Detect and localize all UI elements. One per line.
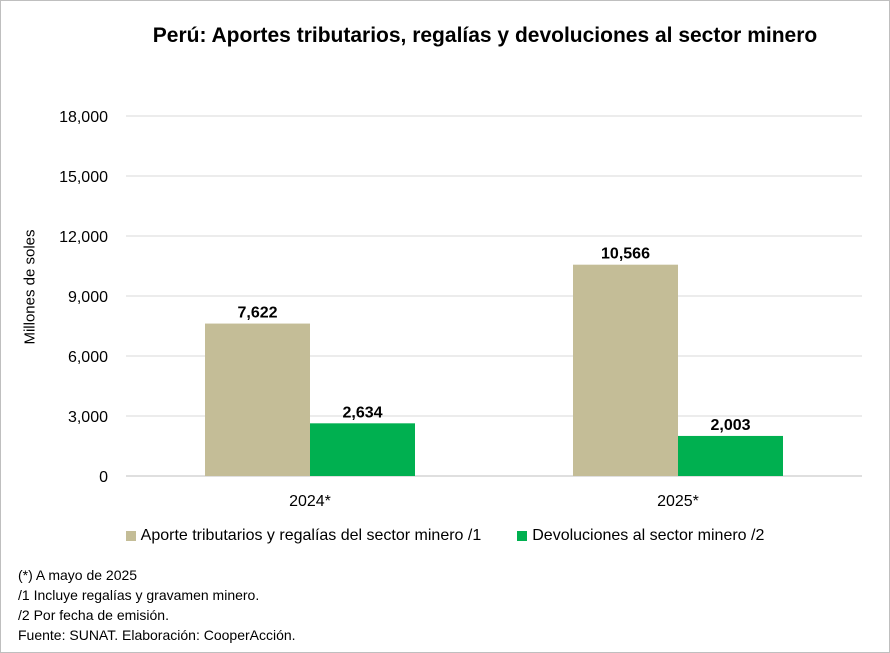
bar-data-label: 2,003 <box>710 417 750 434</box>
legend-label-devoluciones: Devoluciones al sector minero /2 <box>532 527 765 544</box>
y-tick-label: 6,000 <box>68 349 108 366</box>
bar-data-label: 2,634 <box>342 404 382 421</box>
y-tick-label: 15,000 <box>59 169 108 186</box>
footnote: Fuente: SUNAT. Elaboración: CooperAcción… <box>18 627 296 643</box>
footnote: /1 Incluye regalías y gravamen minero. <box>18 587 260 603</box>
legend-label-aporte: Aporte tributarios y regalías del sector… <box>140 527 482 544</box>
legend-item-aporte: Aporte tributarios y regalías del sector… <box>125 527 482 545</box>
bar <box>678 435 783 476</box>
footnotes: (*) A mayo de 2025 /1 Incluye regalías y… <box>18 565 296 645</box>
bars <box>205 264 783 476</box>
y-tick-label: 12,000 <box>59 229 108 246</box>
footnote: /2 Por fecha de emisión. <box>18 607 169 623</box>
y-tick-label: 0 <box>99 469 108 486</box>
legend-swatch-devoluciones <box>517 531 528 541</box>
bar <box>310 423 415 476</box>
bar-data-labels: 7,622 2,634 10,566 2,003 <box>237 246 750 434</box>
footnote: (*) A mayo de 2025 <box>18 567 138 583</box>
y-tick-labels: 0 3,000 6,000 9,000 12,000 15,000 18,000 <box>59 109 108 486</box>
y-tick-label: 9,000 <box>68 289 108 306</box>
bar <box>205 323 310 476</box>
y-tick-label: 3,000 <box>68 409 108 426</box>
bar-data-label: 7,622 <box>237 305 277 322</box>
bar-data-label: 10,566 <box>601 246 650 263</box>
y-tick-label: 18,000 <box>59 109 108 126</box>
legend-item-devoluciones: Devoluciones al sector minero /2 <box>517 527 764 545</box>
x-tick-label: 2024* <box>289 493 331 510</box>
legend-swatch-aporte <box>125 531 136 541</box>
chart-title: Perú: Aportes tributarios, regalías y de… <box>152 24 818 47</box>
legend: Aporte tributarios y regalías del sector… <box>0 527 890 545</box>
x-tick-labels: 2024* 2025* <box>289 493 699 510</box>
x-tick-label: 2025* <box>657 493 699 510</box>
bar <box>573 264 678 476</box>
